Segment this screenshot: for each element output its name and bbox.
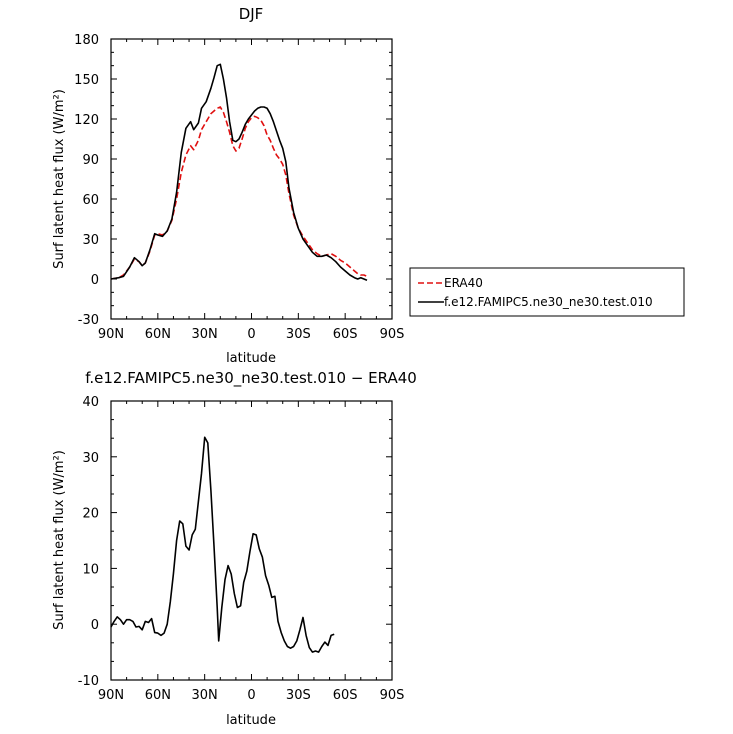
x-tick-label: 90N: [98, 688, 124, 703]
y-tick-label: 30: [82, 233, 99, 248]
legend: ERA40 f.e12.FAMIPC5.ne30_ne30.test.010: [409, 267, 685, 317]
x-tick-label: 30S: [286, 688, 311, 703]
x-tick-label: 90S: [380, 688, 405, 703]
top-chart-ticks: -30 0 30 60 90 120 150 180 90N 60N 30N 0 30S 60S 90S: [74, 33, 404, 342]
y-tick-label: 150: [74, 73, 99, 88]
series-line-difference: [110, 436, 335, 653]
bottom-chart-x-axis-label: latitude: [226, 713, 276, 728]
legend-label-era40: ERA40: [444, 276, 483, 290]
bottom-chart-title: f.e12.FAMIPC5.ne30_ne30.test.010 − ERA40: [85, 369, 417, 388]
x-tick-label: 30N: [192, 327, 218, 342]
x-tick-label: 60S: [333, 327, 358, 342]
bottom-chart-y-axis-label: Surf latent heat flux (W/m²): [52, 450, 67, 630]
top-chart-plot-frame: [110, 38, 393, 320]
y-tick-label: 60: [82, 193, 99, 208]
top-chart-series-group: [110, 63, 368, 282]
x-tick-label: 0: [247, 327, 255, 342]
top-chart-x-axis-label: latitude: [226, 351, 276, 366]
x-tick-label: 60S: [333, 688, 358, 703]
x-tick-label: 90N: [98, 327, 124, 342]
legend-box: [409, 267, 685, 317]
top-chart: DJF Surf latent heat flux (W/m²) latitud…: [52, 5, 404, 366]
bottom-chart-series-group: [110, 436, 335, 653]
y-tick-label: -30: [78, 313, 99, 328]
y-tick-label: 20: [82, 507, 99, 522]
x-tick-label: 30N: [192, 688, 218, 703]
x-tick-label: 30S: [286, 327, 311, 342]
y-tick-label: 90: [82, 153, 99, 168]
legend-label-model: f.e12.FAMIPC5.ne30_ne30.test.010: [444, 295, 653, 309]
bottom-chart-ticks: -10 0 10 20 30 40 90N 60N 30N 0 30S 60S 90S: [78, 395, 405, 703]
series-line-model: [110, 63, 368, 282]
top-chart-y-axis-label: Surf latent heat flux (W/m²): [52, 89, 67, 269]
y-tick-label: 10: [82, 562, 99, 577]
y-tick-label: 0: [91, 618, 99, 633]
x-tick-label: 60N: [145, 688, 171, 703]
top-chart-title: DJF: [239, 5, 264, 23]
y-tick-label: 40: [82, 395, 99, 410]
x-tick-label: 0: [247, 688, 255, 703]
y-tick-label: 0: [91, 273, 99, 288]
y-tick-label: 180: [74, 33, 99, 48]
bottom-chart: f.e12.FAMIPC5.ne30_ne30.test.010 − ERA40…: [52, 369, 417, 728]
x-tick-label: 90S: [380, 327, 405, 342]
y-tick-label: 120: [74, 113, 99, 128]
x-tick-label: 60N: [145, 327, 171, 342]
y-tick-label: 30: [82, 451, 99, 466]
y-tick-label: -10: [78, 674, 99, 689]
series-line-era40: [110, 106, 368, 280]
